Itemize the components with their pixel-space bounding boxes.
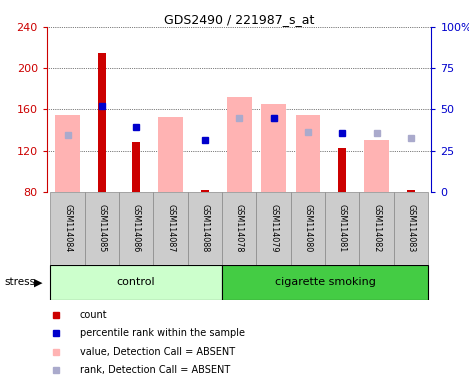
Bar — [325, 192, 359, 265]
Bar — [119, 192, 153, 265]
Text: GSM114080: GSM114080 — [303, 204, 312, 253]
Text: GSM114086: GSM114086 — [132, 204, 141, 253]
Text: GSM114079: GSM114079 — [269, 204, 278, 253]
Text: percentile rank within the sample: percentile rank within the sample — [80, 328, 245, 338]
Text: value, Detection Call = ABSENT: value, Detection Call = ABSENT — [80, 347, 235, 357]
Bar — [222, 265, 428, 300]
Bar — [227, 97, 251, 192]
Bar — [201, 190, 209, 192]
Bar — [339, 147, 346, 192]
Text: GSM114081: GSM114081 — [338, 204, 347, 253]
Bar — [364, 141, 389, 192]
Text: ▶: ▶ — [34, 277, 43, 287]
Text: GSM114078: GSM114078 — [234, 204, 244, 253]
Text: rank, Detection Call = ABSENT: rank, Detection Call = ABSENT — [80, 366, 230, 376]
Text: GSM114088: GSM114088 — [200, 204, 209, 253]
Bar — [50, 265, 222, 300]
Bar — [393, 192, 428, 265]
Bar — [291, 192, 325, 265]
Bar — [295, 114, 320, 192]
Text: GSM114085: GSM114085 — [98, 204, 106, 253]
Text: GSM114082: GSM114082 — [372, 204, 381, 253]
Text: GSM114084: GSM114084 — [63, 204, 72, 253]
Bar — [261, 104, 286, 192]
Bar — [359, 192, 393, 265]
Bar — [55, 114, 80, 192]
Bar — [222, 192, 257, 265]
Text: stress: stress — [5, 277, 36, 287]
Text: GSM114083: GSM114083 — [406, 204, 416, 253]
Bar — [188, 192, 222, 265]
Bar — [98, 53, 106, 192]
Bar — [257, 192, 291, 265]
Bar — [153, 192, 188, 265]
Text: GSM114087: GSM114087 — [166, 204, 175, 253]
Bar — [50, 192, 85, 265]
Bar — [85, 192, 119, 265]
Text: cigarette smoking: cigarette smoking — [274, 277, 376, 287]
Bar — [158, 117, 183, 192]
Bar — [407, 190, 415, 192]
Bar — [132, 142, 140, 192]
Title: GDS2490 / 221987_s_at: GDS2490 / 221987_s_at — [164, 13, 314, 26]
Text: control: control — [117, 277, 156, 287]
Text: count: count — [80, 310, 107, 320]
